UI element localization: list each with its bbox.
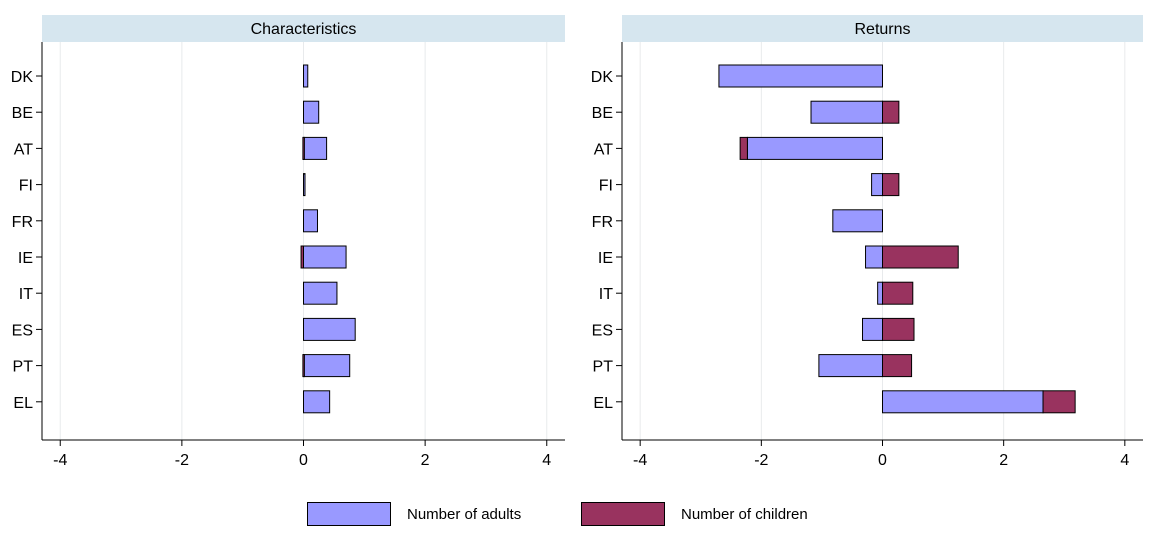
bar-adults	[818, 354, 883, 378]
bar-children	[882, 317, 915, 341]
legend-label-children: Number of children	[681, 506, 808, 523]
panel-title: Returns	[854, 21, 910, 38]
x-tick-label: 0	[878, 452, 887, 469]
panel-header	[42, 15, 565, 42]
bar-adults	[303, 317, 356, 341]
figure: Characteristics -4 -2 0 2 4 DK BE AT FI FR IE IT ES PT…	[11, 15, 1143, 469]
y-tick-label: FR	[12, 214, 33, 231]
bar-adults	[303, 281, 338, 305]
y-tick-label: IT	[599, 286, 613, 303]
x-tick-label: 0	[299, 452, 308, 469]
x-tick-label: 2	[999, 452, 1008, 469]
y-tick-label: IE	[18, 250, 33, 267]
y-tick-label: FR	[592, 214, 613, 231]
y-tick-label: PT	[593, 359, 614, 376]
bar-adults	[871, 173, 883, 197]
bar-adults	[303, 209, 318, 233]
bar-children	[302, 354, 305, 378]
bar-adults	[303, 100, 320, 124]
panel-characteristics: Characteristics -4 -2 0 2 4 DK BE AT FI FR IE IT ES PT…	[11, 15, 565, 469]
y-tick-label: FI	[19, 178, 33, 195]
x-tick-label: -2	[754, 452, 768, 469]
bar-adults	[832, 209, 883, 233]
y-tick-label: IE	[598, 250, 613, 267]
y-tick-label: EL	[13, 395, 33, 412]
bar-adults	[303, 64, 309, 88]
bar-children	[300, 245, 305, 269]
bar-children	[739, 136, 748, 160]
y-tick-label: ES	[592, 322, 613, 339]
bar-adults	[303, 136, 328, 160]
y-tick-label: BE	[592, 105, 613, 122]
legend: Number of adults Number of children	[0, 502, 1167, 530]
bar-adults	[865, 245, 884, 269]
x-tick-label: 4	[1120, 452, 1129, 469]
bar-children	[1042, 390, 1076, 414]
bar-adults	[718, 64, 883, 88]
bar-adults	[303, 173, 306, 197]
legend-swatch-adults	[307, 502, 391, 526]
x-tick-label: 4	[542, 452, 551, 469]
panel-title: Characteristics	[251, 21, 357, 38]
bar-adults	[303, 390, 331, 414]
y-tick-label: AT	[14, 141, 33, 158]
y-tick-label: DK	[11, 69, 34, 86]
bar-children	[882, 100, 900, 124]
y-tick-label: BE	[12, 105, 33, 122]
bar-children	[882, 281, 914, 305]
bar-adults	[877, 281, 884, 305]
bar-children	[882, 245, 959, 269]
y-tick-label: ES	[12, 322, 33, 339]
x-tick-label: -2	[175, 452, 189, 469]
panel-returns: Returns -4 -2 0 2 4 DK BE AT FI FR IE IT ES PT EL	[591, 15, 1143, 469]
x-tick-label: -4	[53, 452, 67, 469]
legend-swatch-children	[581, 502, 665, 526]
bar-adults	[303, 354, 351, 378]
y-tick-label: IT	[19, 286, 33, 303]
x-tick-label: -4	[633, 452, 647, 469]
y-tick-label: FI	[599, 178, 613, 195]
y-tick-label: EL	[593, 395, 613, 412]
y-tick-label: AT	[594, 141, 613, 158]
bar-adults	[810, 100, 884, 124]
y-tick-label: DK	[591, 69, 614, 86]
bar-adults	[862, 317, 883, 341]
bar-children	[882, 354, 913, 378]
y-tick-label: PT	[13, 359, 34, 376]
bar-adults	[303, 245, 347, 269]
panel-header	[622, 15, 1143, 42]
legend-label-adults: Number of adults	[407, 506, 522, 523]
bar-children	[882, 173, 900, 197]
x-tick-label: 2	[421, 452, 430, 469]
bar-adults	[746, 136, 884, 160]
bar-children	[302, 136, 305, 160]
bar-adults	[882, 390, 1044, 414]
